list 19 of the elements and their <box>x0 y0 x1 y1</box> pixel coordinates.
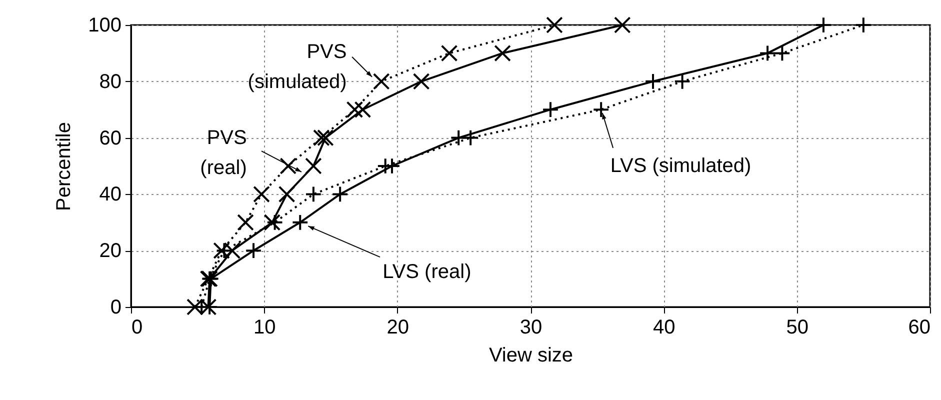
y-tick-label: 20 <box>99 240 122 262</box>
y-tick-label: 40 <box>99 184 122 206</box>
y-tick-label: 0 <box>110 296 122 318</box>
x-tick-label: 0 <box>132 316 143 338</box>
y-axis-title: Percentile <box>53 122 76 211</box>
x-axis-title: View size <box>488 344 574 366</box>
x-tick-label: 30 <box>520 316 542 338</box>
annotation: LVS (real) <box>382 261 472 284</box>
x-tick-label: 60 <box>908 316 930 338</box>
annotation: LVS (simulated) <box>610 155 752 177</box>
annotation: PVS (real) <box>200 127 247 180</box>
x-tick-label: 50 <box>786 316 808 338</box>
y-tick-label: 80 <box>99 70 122 93</box>
x-tick-label: 40 <box>653 316 676 338</box>
x-tick-label: 20 <box>386 316 409 338</box>
x-tick-label: 10 <box>254 316 276 338</box>
y-tick-label: 100 <box>88 14 122 36</box>
y-tick-label: 60 <box>99 127 122 150</box>
annotation: PVS (simulated) <box>248 41 347 94</box>
